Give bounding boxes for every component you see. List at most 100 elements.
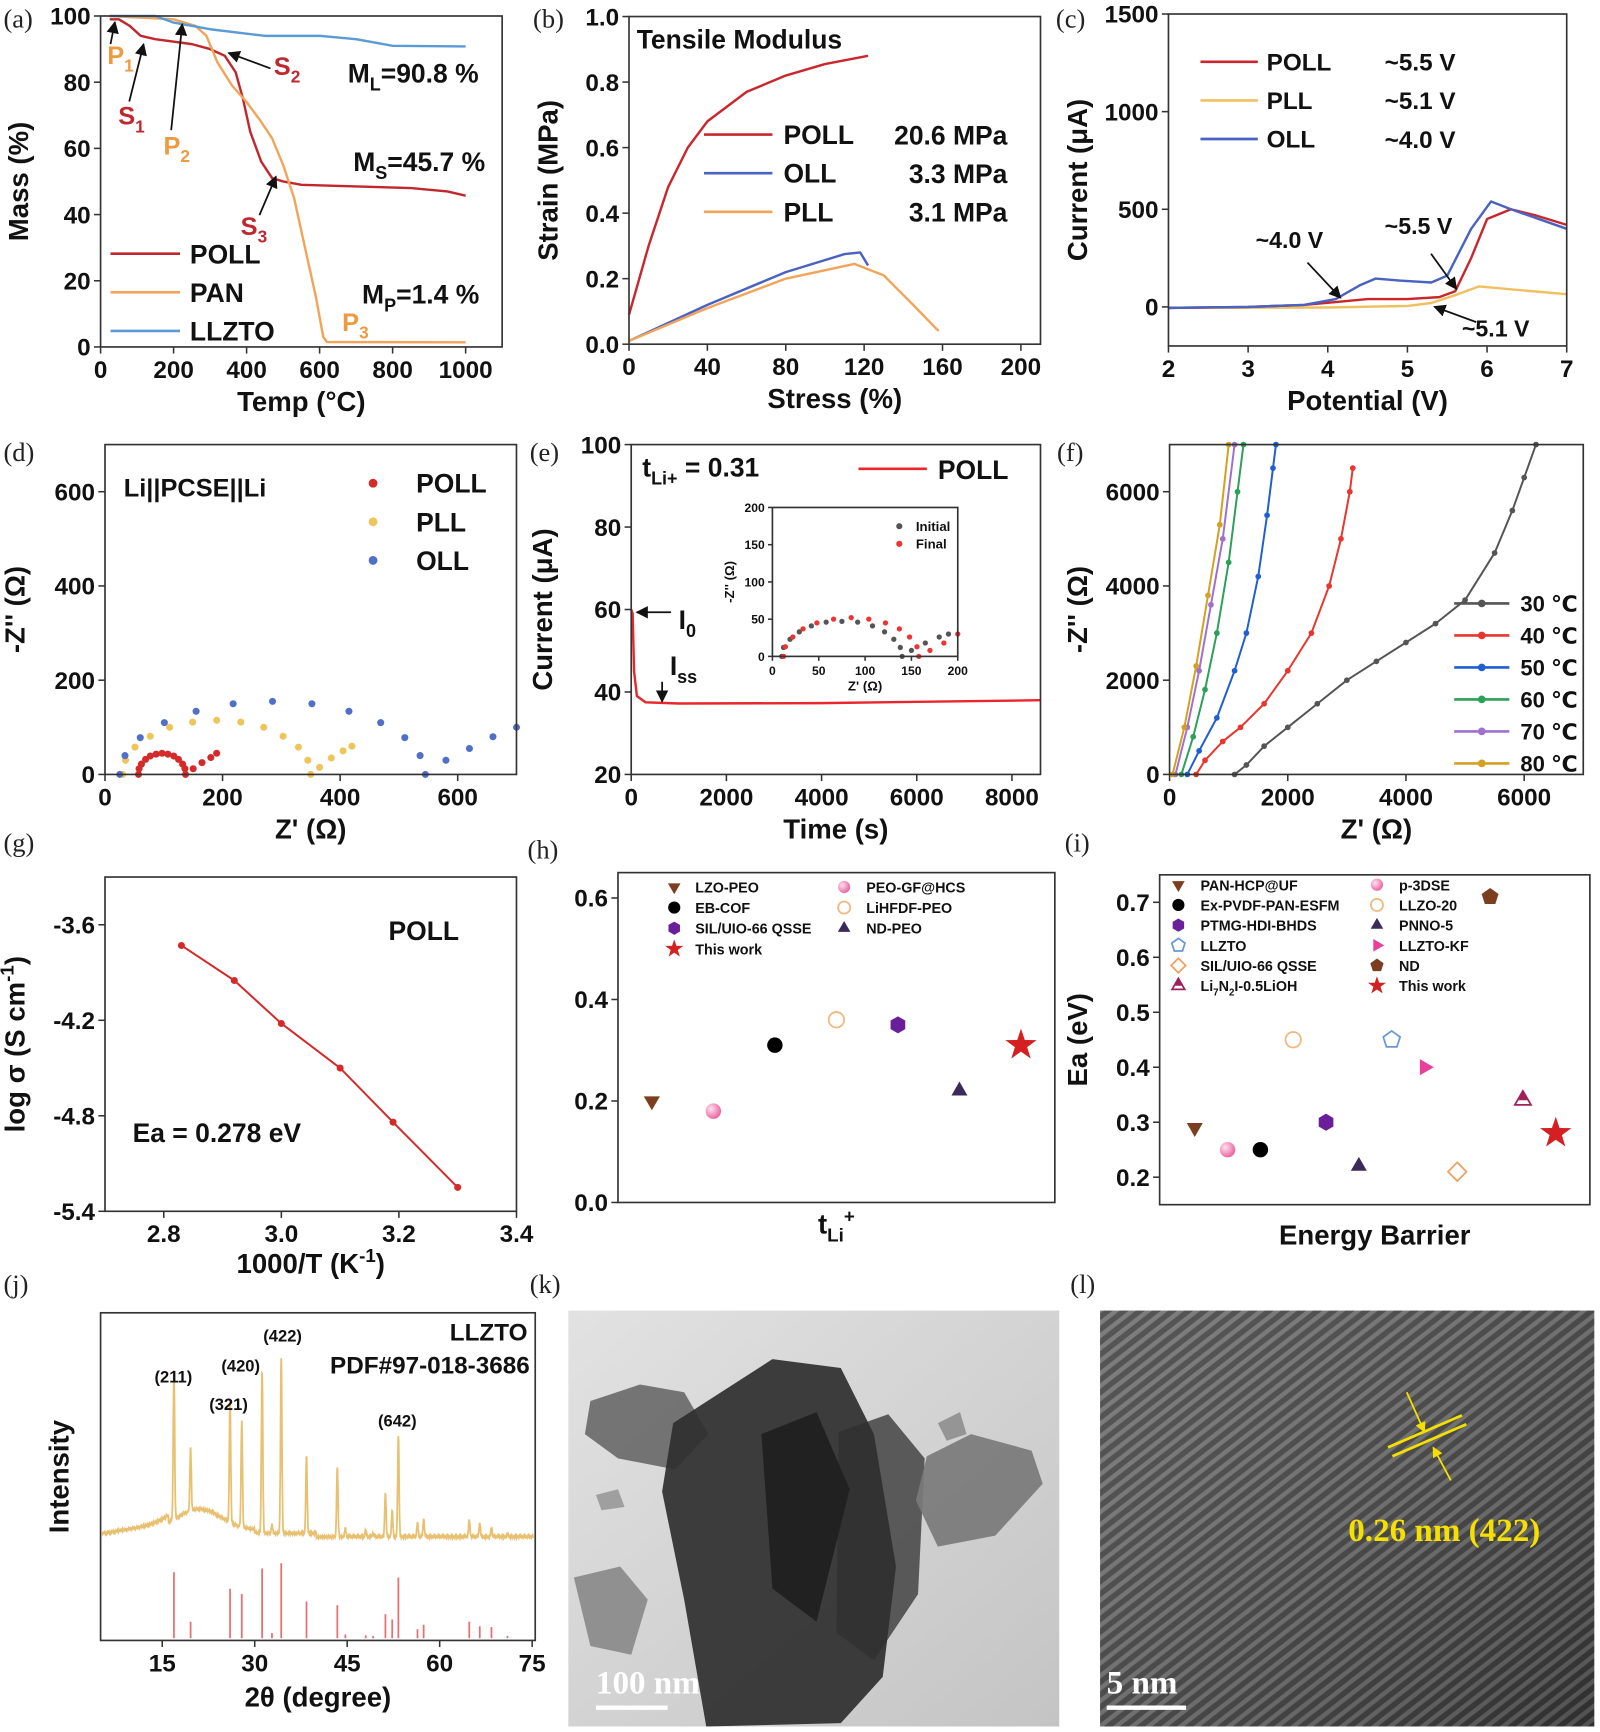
- series-50-point: [1196, 748, 1202, 754]
- marker-half-fill: [1518, 1090, 1528, 1101]
- series-final-point: [927, 647, 933, 654]
- panel-label: (k): [530, 1269, 561, 1299]
- series-initial-point: [881, 629, 888, 635]
- series-pll-point: [166, 723, 174, 731]
- y-axis-title: Current (μA): [527, 528, 558, 690]
- y-tick-label: 2000: [1106, 668, 1160, 695]
- legend-label: EB-COF: [695, 901, 750, 917]
- y-tick-label: 40: [64, 202, 91, 229]
- series-pll-point: [279, 732, 287, 740]
- panel-f: 0 2000 4000 6000 0 2000 4000 6000 Z' (Ω) -Z'' (Ω)…: [1057, 437, 1585, 844]
- y-axis-title: -Z'' (Ω): [722, 561, 737, 603]
- panel-i: 0.2 0.3 0.4 0.5 0.6 0.7 Energy Barrier Ea (eV) (…: [1062, 828, 1591, 1250]
- x-tick-label: 4000: [795, 784, 849, 811]
- annotation-part: S: [274, 53, 291, 81]
- x-tick-label: 2: [1162, 356, 1176, 383]
- panel-label: (f): [1057, 437, 1083, 467]
- legend-label: PTMG-HDI-BHDS: [1200, 919, 1316, 935]
- series-oll-point: [442, 756, 450, 764]
- legend-label: LLZTO: [190, 316, 275, 346]
- y-tick-label: 4000: [1106, 574, 1160, 601]
- annotation: ~4.0 V: [1256, 227, 1324, 253]
- series-final-point: [848, 615, 854, 621]
- annotation-part: P: [384, 295, 396, 315]
- y-axis-title: Intensity: [44, 1419, 75, 1533]
- annotation: MS=45.7 %: [353, 147, 485, 183]
- marker-hexagon: [890, 1016, 906, 1034]
- series-50-point: [1264, 512, 1270, 519]
- annotation-part: M: [362, 279, 384, 309]
- legend-label: OLL: [783, 159, 836, 189]
- series-80-point: [1181, 724, 1188, 731]
- series-initial-point: [945, 631, 952, 637]
- annotation-part: =90.8 %: [381, 59, 479, 89]
- annotation: ~5.5 V: [1385, 213, 1453, 239]
- marker-tri-up: [1350, 1156, 1367, 1171]
- series-pll-point: [348, 742, 356, 750]
- annotation: P2: [163, 132, 190, 166]
- plot-frame: [617, 871, 1056, 1204]
- legend-label: SIL/UIO-66 QSSE: [695, 922, 811, 938]
- marker-open-circle: [1284, 1031, 1302, 1049]
- annotation: ~5.1 V: [1462, 315, 1530, 341]
- series-poll-point: [454, 1183, 462, 1191]
- x-tick-label: 0: [622, 354, 636, 381]
- legend-marker: [896, 540, 903, 547]
- series-poll-line: [627, 54, 869, 316]
- y-axis-title: -Z'' (Ω): [0, 566, 30, 653]
- series-pll-line: [1168, 285, 1567, 310]
- series-40-point: [1202, 757, 1208, 764]
- annotation-part: =45.7 %: [387, 147, 485, 177]
- x-tick-label: 100: [855, 664, 875, 678]
- series-poll-point: [189, 765, 197, 773]
- panel-label: (l): [1070, 1269, 1095, 1299]
- y-tick-label: 0: [1145, 295, 1159, 322]
- panel-label: (c): [1056, 4, 1085, 34]
- x-tick-label: 800: [372, 357, 412, 384]
- legend-label: PEO-GF@HCS: [866, 880, 965, 896]
- x-tick-label: 2.8: [147, 1221, 181, 1248]
- particle: [761, 1412, 850, 1622]
- panel-a: 0 200 400 600 800 1000 0 20 40 60 80 100 Temp (°C) Ma…: [3, 4, 503, 417]
- marker-sphere: [838, 880, 851, 894]
- annotation-part: =1.4 %: [396, 279, 479, 309]
- series-initial-point: [936, 634, 942, 640]
- peak-label: (211): [155, 1367, 193, 1386]
- lattice-spacing-label: 0.26 nm (422): [1348, 1513, 1540, 1549]
- series-40-point: [1261, 700, 1267, 707]
- series-50-point: [1213, 715, 1220, 721]
- legend-label: POLL: [1267, 50, 1332, 77]
- marker-open-circle: [1370, 897, 1384, 912]
- x-tick-label: 80: [772, 354, 799, 381]
- x-axis-title-part: +: [844, 1205, 855, 1226]
- x-tick-label: 15: [149, 1650, 176, 1677]
- legend-label: PLL: [1267, 88, 1313, 115]
- series-50-point: [1243, 630, 1250, 636]
- series-70-line: [1174, 444, 1236, 775]
- marker-hexagon: [1172, 918, 1185, 932]
- series-poll-point: [158, 749, 166, 757]
- series-final-point: [941, 640, 947, 646]
- x-tick-label: 3.2: [382, 1221, 416, 1248]
- legend-label: 50 ℃: [1520, 655, 1577, 680]
- y-tick-label: 50: [751, 613, 765, 627]
- series-poll-point: [213, 749, 221, 757]
- marker-open-diamond: [1169, 956, 1187, 975]
- panel-label: (g): [4, 828, 35, 858]
- y-axis-title: Current (μA): [1062, 99, 1093, 261]
- panel-d: 0 200 400 600 0 200 400 600 Z' (Ω) -Z'' (Ω) (d) Li|…: [0, 437, 521, 844]
- y-tick-label: 0.2: [574, 1089, 608, 1116]
- marker-tri-up: [951, 1081, 968, 1096]
- series-oll-point: [192, 707, 200, 715]
- series-initial-point: [869, 623, 876, 629]
- x-tick-label: 200: [1001, 354, 1042, 381]
- legend-label: POLL: [783, 120, 854, 150]
- marker-tri-up: [837, 920, 851, 932]
- y-tick-label: 20: [594, 762, 621, 789]
- series-oll-point: [377, 719, 385, 727]
- sample-label: LLZTO: [450, 1319, 528, 1346]
- x-tick-label: 30: [241, 1650, 268, 1677]
- annotation: Iss: [670, 651, 697, 687]
- series-pll-point: [260, 723, 268, 731]
